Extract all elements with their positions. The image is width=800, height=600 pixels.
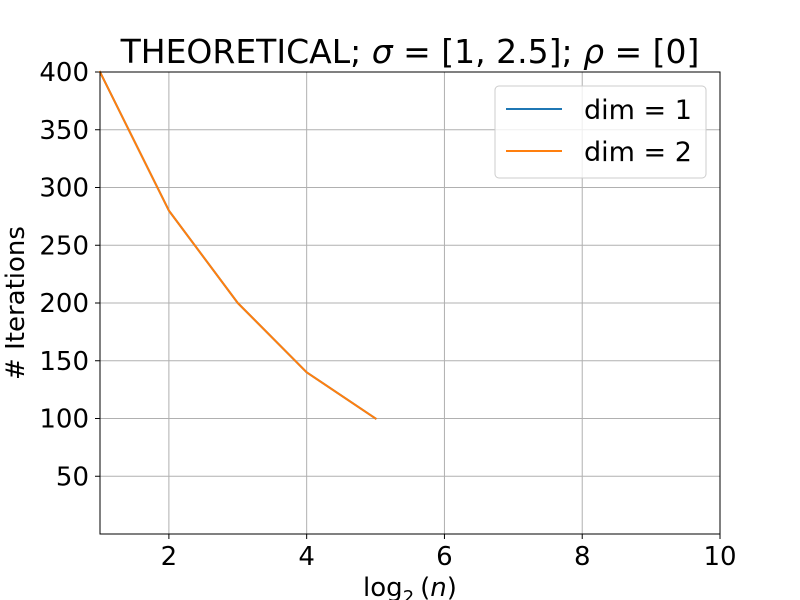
x-axis-label-close: ) <box>447 573 457 600</box>
y-tick-label: 200 <box>39 289 89 319</box>
axis-ticks: 2 4 6 8 10 50 100 150 200 250 300 350 400 <box>39 58 736 572</box>
chart-title-sigma: σ <box>372 32 394 71</box>
y-axis-label: # Iterations <box>1 226 31 380</box>
x-axis-label-open: ( <box>420 573 430 600</box>
chart-title-sigma-value: = [1, 2.5]; <box>393 32 583 71</box>
y-tick-label: 250 <box>39 231 89 261</box>
y-tick-label: 350 <box>39 116 89 146</box>
y-tick-label: 100 <box>39 405 89 435</box>
legend-label-1: dim = 1 <box>584 95 692 126</box>
x-axis-label: log2 (n) <box>363 573 457 600</box>
x-tick-label: 10 <box>703 542 736 572</box>
chart-title-prefix: THEORETICAL; <box>120 32 372 71</box>
chart-title: THEORETICAL; σ = [1, 2.5]; ρ = [0] <box>120 32 700 71</box>
x-tick-label: 4 <box>298 542 315 572</box>
x-tick-label: 8 <box>574 542 591 572</box>
chart-title-rho: ρ <box>583 32 604 71</box>
x-axis-label-var: n <box>430 573 446 600</box>
x-tick-label: 6 <box>436 542 453 572</box>
x-axis-label-func: log <box>363 573 403 600</box>
series-lines <box>98 70 377 420</box>
plot-frame <box>99 71 721 535</box>
y-tick-label: 300 <box>39 174 89 204</box>
y-tick-label: 50 <box>56 462 89 492</box>
y-tick-label: 150 <box>39 347 89 377</box>
y-tick-label: 400 <box>39 58 89 88</box>
legend-label-2: dim = 2 <box>584 137 692 168</box>
chart-title-rho-value: = [0] <box>604 32 699 71</box>
legend: dim = 1 dim = 2 <box>494 85 707 179</box>
x-tick-label: 2 <box>161 542 178 572</box>
x-axis-label-sub: 2 <box>403 587 414 600</box>
series-line-2 <box>98 70 377 420</box>
